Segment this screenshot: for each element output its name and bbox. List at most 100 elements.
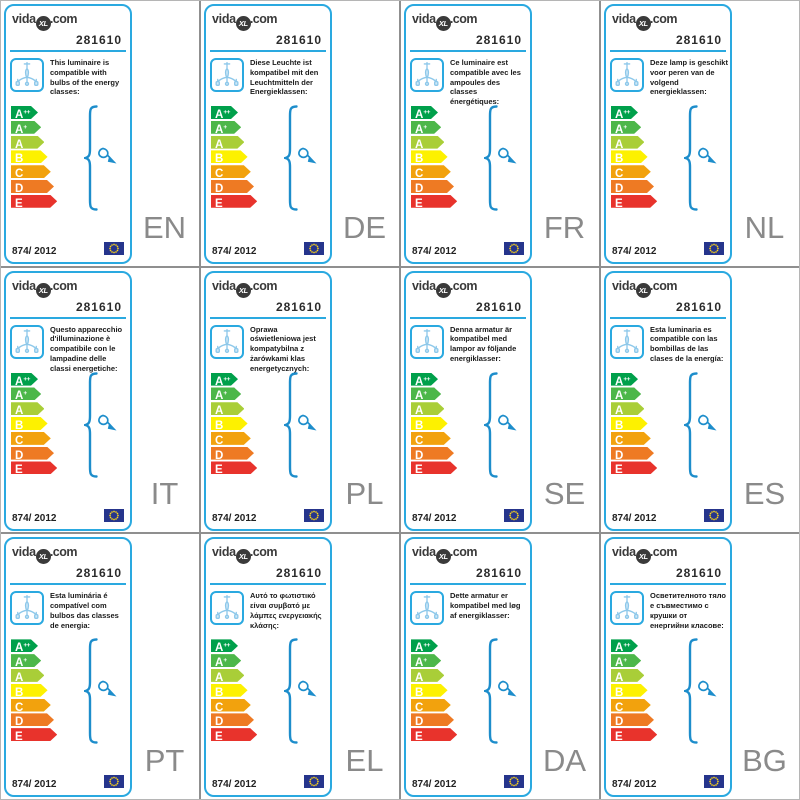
compatibility-text: Αυτό το φωτιστικό είναι συμβατό με λάμπε… bbox=[250, 591, 322, 630]
compatibility-text: Deze lamp is geschikt voor peren van de … bbox=[650, 58, 728, 97]
language-card-cell: vida XL .com 281610 bbox=[201, 1, 399, 266]
logo-text-com: .com bbox=[649, 278, 678, 293]
logo-text-vida: vida bbox=[12, 12, 36, 26]
product-number: 281610 bbox=[75, 299, 122, 314]
product-number: 281610 bbox=[475, 299, 522, 314]
bulb-icon bbox=[98, 680, 117, 697]
energy-class-D: D bbox=[211, 180, 254, 193]
language-card-cell: vida XL .com 281610 bbox=[201, 267, 399, 533]
vidaxl-logo: vida XL .com bbox=[12, 278, 78, 298]
energy-label-card: vida XL .com 281610 bbox=[604, 270, 732, 531]
compatibility-text: Ce luminaire est compatible avec les amp… bbox=[450, 58, 521, 106]
energy-class-A+: A+ bbox=[411, 387, 441, 400]
energy-class-A: A bbox=[11, 669, 44, 682]
logo-text-vida: vida bbox=[12, 278, 36, 293]
eu-flag-icon bbox=[304, 508, 324, 522]
divider-rule bbox=[210, 316, 326, 319]
energy-class-B: B bbox=[411, 684, 448, 697]
regulation-number: 874/ 2012 bbox=[212, 512, 257, 524]
energy-class-C: C bbox=[611, 432, 651, 445]
energy-class-D: D bbox=[11, 447, 54, 460]
logo-xl-badge: XL bbox=[35, 282, 51, 298]
brace-icon bbox=[684, 105, 698, 211]
language-card-cell: vida XL .com 281610 bbox=[401, 267, 599, 533]
brace-icon bbox=[484, 105, 498, 211]
energy-class-A++: A++ bbox=[211, 373, 238, 386]
energy-class-B: B bbox=[211, 417, 248, 430]
logo-text-vida: vida bbox=[412, 278, 436, 293]
energy-label-card: vida XL .com 281610 bbox=[204, 270, 332, 531]
chandelier-icon bbox=[210, 324, 244, 359]
logo-text-com: .com bbox=[449, 278, 478, 293]
energy-label-card: vida XL .com 281610 bbox=[404, 537, 532, 798]
energy-label-card: vida XL .com 281610 bbox=[604, 4, 732, 264]
eu-flag-icon bbox=[104, 242, 124, 255]
language-code: DA bbox=[542, 742, 587, 778]
energy-class-C: C bbox=[411, 165, 451, 178]
energy-label-card: vida XL .com 281610 bbox=[204, 537, 332, 798]
logo-xl-badge: XL bbox=[35, 16, 51, 31]
divider-rule bbox=[10, 316, 126, 319]
logo-text-vida: vida bbox=[412, 545, 436, 560]
vidaxl-logo: vida XL .com bbox=[412, 545, 478, 565]
bulb-icon bbox=[698, 147, 717, 164]
regulation-number: 874/ 2012 bbox=[212, 246, 257, 257]
energy-class-A+: A+ bbox=[211, 654, 241, 667]
chandelier-icon bbox=[410, 58, 444, 92]
energy-class-C: C bbox=[11, 432, 51, 445]
energy-class-E: E bbox=[211, 728, 257, 741]
energy-class-B: B bbox=[411, 150, 448, 163]
language-code: ES bbox=[743, 476, 786, 512]
energy-class-A+: A+ bbox=[11, 121, 41, 134]
language-code: PT bbox=[144, 742, 185, 778]
energy-class-E: E bbox=[11, 461, 57, 474]
regulation-number: 874/ 2012 bbox=[12, 779, 57, 791]
energy-class-A+: A+ bbox=[211, 121, 241, 134]
energy-class-A+: A+ bbox=[611, 387, 641, 400]
language-code: EL bbox=[345, 742, 384, 778]
product-number: 281610 bbox=[275, 566, 322, 581]
bulb-icon bbox=[498, 414, 517, 431]
energy-class-A: A bbox=[411, 402, 444, 415]
chandelier-icon bbox=[610, 58, 644, 92]
product-number: 281610 bbox=[75, 33, 122, 47]
logo-text-com: .com bbox=[49, 12, 78, 26]
chandelier-icon bbox=[10, 58, 44, 92]
energy-class-E: E bbox=[611, 195, 657, 208]
bulb-icon bbox=[298, 147, 317, 164]
energy-class-C: C bbox=[211, 432, 251, 445]
energy-class-C: C bbox=[411, 699, 451, 712]
language-code: FR bbox=[543, 209, 586, 245]
logo-xl-badge: XL bbox=[235, 282, 251, 298]
energy-class-A+: A+ bbox=[411, 121, 441, 134]
eu-flag-icon bbox=[704, 242, 724, 255]
energy-class-A: A bbox=[611, 402, 644, 415]
logo-text-vida: vida bbox=[212, 12, 236, 26]
language-code: SE bbox=[543, 476, 586, 512]
vidaxl-logo: vida XL .com bbox=[12, 545, 78, 565]
energy-class-D: D bbox=[11, 713, 54, 726]
brace-icon bbox=[84, 105, 98, 211]
energy-class-E: E bbox=[411, 728, 457, 741]
logo-xl-badge: XL bbox=[635, 549, 651, 565]
energy-class-A++: A++ bbox=[11, 106, 38, 119]
vidaxl-logo: vida XL .com bbox=[412, 12, 478, 31]
energy-class-D: D bbox=[611, 447, 654, 460]
chandelier-icon bbox=[410, 324, 444, 359]
energy-class-B: B bbox=[11, 150, 48, 163]
eu-flag-icon bbox=[504, 242, 524, 255]
vidaxl-logo: vida XL .com bbox=[12, 12, 78, 31]
language-card-cell: vida XL .com 281610 bbox=[601, 1, 799, 266]
energy-class-A++: A++ bbox=[11, 639, 38, 652]
chandelier-icon bbox=[610, 591, 644, 626]
energy-class-A++: A++ bbox=[211, 639, 238, 652]
language-card-cell: vida XL .com 281610 bbox=[1, 1, 199, 266]
energy-class-C: C bbox=[411, 432, 451, 445]
energy-class-B: B bbox=[11, 684, 48, 697]
logo-text-com: .com bbox=[249, 545, 278, 560]
logo-text-vida: vida bbox=[212, 545, 236, 560]
energy-class-A+: A+ bbox=[211, 387, 241, 400]
language-card-cell: vida XL .com 281610 bbox=[601, 267, 799, 533]
bulb-icon bbox=[498, 147, 517, 164]
